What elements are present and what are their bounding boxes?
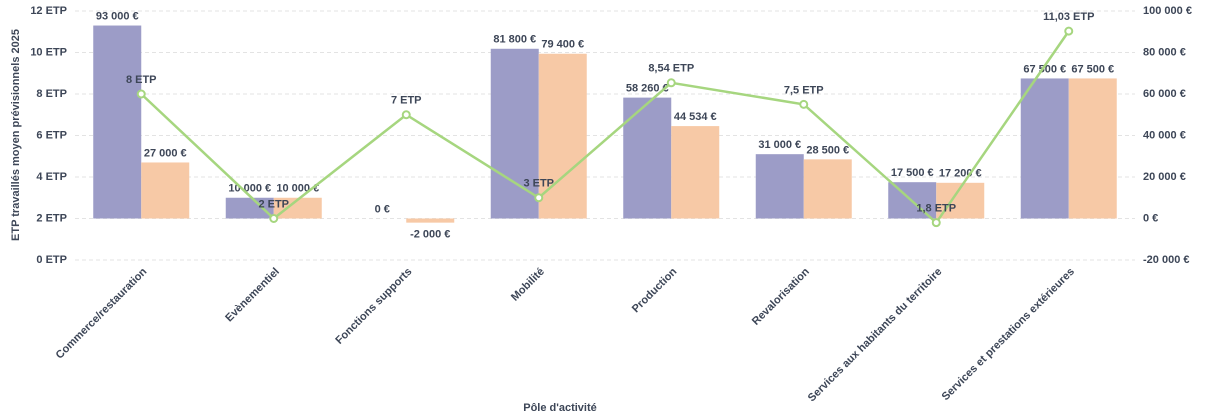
bar-value-label: 0 € bbox=[375, 203, 390, 215]
x-tick-label: Evènementiel bbox=[223, 266, 282, 325]
y-axis-title: ETP travaillés moyen prévisionnels 2025 bbox=[10, 29, 22, 241]
line-value-label: 8,54 ETP bbox=[648, 63, 694, 75]
bar bbox=[671, 126, 720, 219]
y-tick-label: 10 ETP bbox=[30, 46, 67, 58]
y2-tick-label: 100 000 € bbox=[1143, 5, 1192, 17]
line-point bbox=[666, 78, 676, 88]
y2-tick-label: -20 000 € bbox=[1143, 254, 1189, 266]
y2-tick-label: 60 000 € bbox=[1143, 88, 1186, 100]
y2-tick-label: 40 000 € bbox=[1143, 129, 1186, 141]
bar bbox=[93, 25, 142, 219]
bar bbox=[538, 53, 587, 219]
line-value-label: 7 ETP bbox=[391, 95, 422, 107]
y2-tick-label: 20 000 € bbox=[1143, 171, 1186, 183]
y2-tick-label: 0 € bbox=[1143, 212, 1158, 224]
line-point bbox=[269, 214, 279, 223]
bar-value-label: 67 500 € bbox=[1023, 63, 1066, 75]
y-tick-label: 12 ETP bbox=[30, 5, 67, 17]
x-tick-label: Revalorisation bbox=[750, 265, 812, 327]
bar bbox=[803, 159, 852, 219]
line-value-label: 3 ETP bbox=[523, 178, 554, 190]
x-tick-label: Production bbox=[630, 266, 680, 316]
bar-value-label: 58 260 € bbox=[626, 83, 669, 95]
bar-value-label: 31 000 € bbox=[758, 139, 801, 151]
y-tick-label: 0 ETP bbox=[36, 254, 67, 266]
x-tick-label: Commerce/restauration bbox=[54, 266, 150, 362]
x-axis-title: Pôle d'activité bbox=[523, 402, 597, 414]
bar bbox=[141, 162, 190, 219]
x-tick-label: Services aux habitants du territoire bbox=[806, 266, 945, 405]
bar bbox=[1020, 78, 1069, 219]
line-value-label: 7,5 ETP bbox=[784, 84, 824, 96]
x-tick-label: Fonctions supports bbox=[333, 266, 414, 347]
y-tick-label: 6 ETP bbox=[36, 129, 67, 141]
bar-value-label: 44 534 € bbox=[674, 111, 717, 123]
bar-value-label: 93 000 € bbox=[96, 10, 139, 22]
line-value-label: 1,8 ETP bbox=[916, 203, 956, 215]
bar bbox=[623, 97, 672, 219]
x-tick-label: Services et prestations extérieures bbox=[940, 266, 1077, 403]
y-tick-label: 8 ETP bbox=[36, 88, 67, 100]
bar-value-label: -2 000 € bbox=[410, 229, 450, 241]
bar-value-label: 17 500 € bbox=[891, 167, 934, 179]
line-value-label: 11,03 ETP bbox=[1043, 11, 1094, 23]
bar bbox=[225, 197, 274, 219]
bar bbox=[406, 218, 455, 223]
bar-value-label: 27 000 € bbox=[144, 147, 187, 159]
bar-value-label: 81 800 € bbox=[493, 34, 536, 46]
line-point bbox=[534, 193, 544, 203]
bar bbox=[1068, 78, 1117, 219]
line-point bbox=[799, 99, 809, 109]
x-tick-label: Mobilité bbox=[509, 266, 547, 304]
bar-value-label: 67 500 € bbox=[1071, 63, 1114, 75]
bar bbox=[490, 48, 539, 219]
line-point bbox=[136, 89, 146, 99]
y-tick-label: 4 ETP bbox=[36, 171, 67, 183]
line-point bbox=[401, 110, 411, 120]
bar bbox=[273, 197, 322, 219]
bar-value-label: 28 500 € bbox=[806, 144, 849, 156]
line-value-label: 2 ETP bbox=[258, 198, 289, 210]
line-value-label: 8 ETP bbox=[126, 74, 157, 86]
y-tick-label: 2 ETP bbox=[36, 212, 67, 224]
line-point bbox=[931, 218, 941, 228]
bar-value-label: 79 400 € bbox=[541, 39, 584, 51]
bar bbox=[755, 154, 804, 219]
bar-value-label: 17 200 € bbox=[939, 168, 982, 180]
line bbox=[140, 30, 1070, 225]
bar-value-label: 10 000 € bbox=[228, 183, 271, 195]
y2-tick-label: 80 000 € bbox=[1143, 46, 1186, 58]
line-point bbox=[1064, 26, 1074, 36]
